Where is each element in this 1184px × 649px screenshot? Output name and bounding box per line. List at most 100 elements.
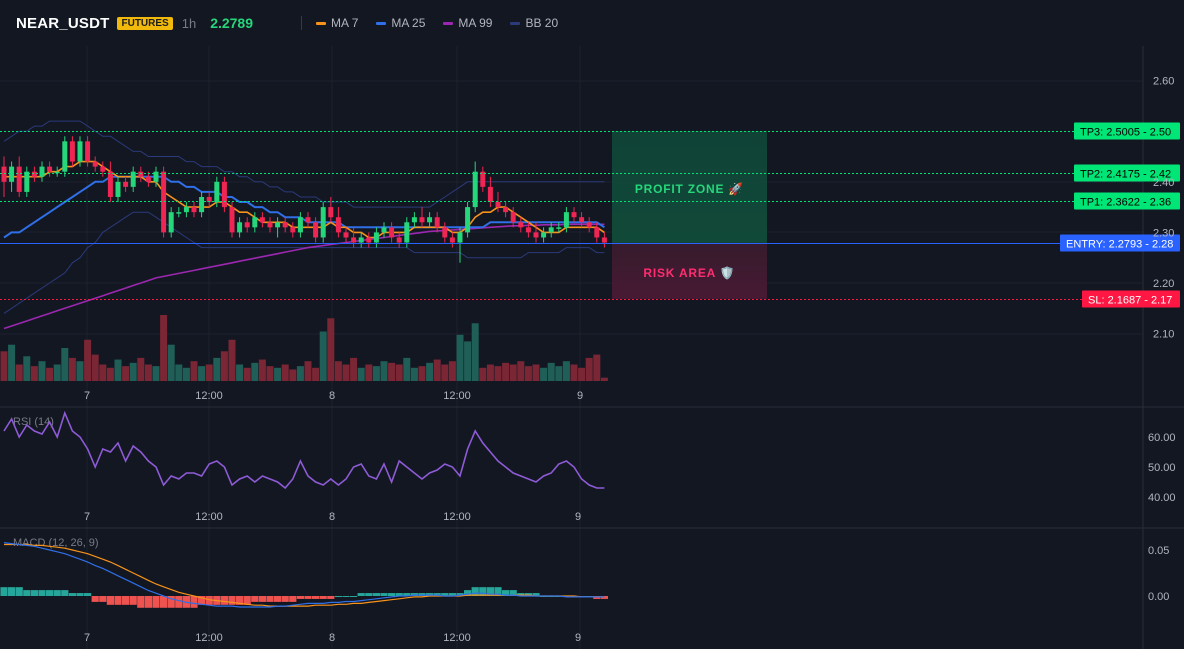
legend-ma99[interactable]: MA 99	[443, 16, 492, 30]
volume-bar	[456, 334, 464, 381]
macd-histogram-bar	[84, 593, 92, 596]
macd-tick-label: 0.00	[1148, 591, 1169, 603]
volume-bar	[471, 323, 479, 381]
macd-histogram-bar	[205, 596, 213, 605]
candle-body	[533, 232, 539, 238]
risk-zone[interactable]	[612, 242, 767, 299]
macd-histogram-bar	[220, 596, 228, 605]
tp3-price-label[interactable]	[1074, 122, 1180, 140]
candle-body	[297, 217, 303, 233]
volume-bar	[448, 361, 456, 381]
candle-body	[24, 171, 30, 192]
candle-body	[525, 227, 531, 233]
volume-bar	[38, 361, 46, 381]
candle-body	[328, 207, 334, 218]
volume-bar	[562, 361, 570, 381]
volume-bar	[600, 377, 608, 381]
profit-zone-label: PROFIT ZONE 🚀	[635, 182, 744, 196]
rsi-title[interactable]: RSI (14)	[13, 416, 54, 428]
rsi-tick-label: 60.00	[1148, 432, 1176, 444]
ma25-line	[3, 175, 605, 239]
candle-body	[571, 212, 577, 218]
candle-body	[16, 166, 22, 192]
volume-bar	[418, 366, 426, 381]
volume-bar	[357, 367, 365, 381]
volume-bar	[289, 369, 297, 381]
ma7-swatch	[316, 21, 327, 25]
candle-body	[594, 227, 600, 238]
volume-bar	[0, 351, 8, 381]
tp1-price-label[interactable]	[1074, 192, 1180, 210]
candle-body	[556, 227, 562, 229]
candle-body	[579, 217, 585, 223]
volume-bar	[23, 356, 31, 381]
tp2-price-label[interactable]	[1074, 164, 1180, 182]
macd-histogram-bar	[509, 590, 517, 596]
profit-zone[interactable]	[612, 130, 767, 243]
macd-histogram-bar	[464, 590, 472, 596]
volume-bar	[365, 364, 373, 381]
macd-histogram-bar	[0, 587, 8, 596]
macd-histogram-bar	[350, 596, 358, 597]
volume-bar	[486, 364, 494, 381]
entry-price-label[interactable]	[1060, 234, 1180, 252]
candle-body	[442, 227, 448, 238]
candle-body	[275, 222, 281, 228]
volume-bar	[395, 364, 403, 381]
volume-bar	[532, 364, 540, 381]
volume-bar	[213, 357, 221, 381]
time-axes: 7 12:00 8 12:00 9 7 12:00 8 12:00 9 7 12:00 8 12:00 9	[84, 390, 583, 644]
volume-bar	[15, 364, 23, 381]
volume-bar	[524, 366, 532, 381]
candle-body	[153, 171, 159, 182]
price-axis[interactable]: 2.60 2.40 2.30 2.20 2.10	[1153, 76, 1174, 341]
rsi-pane: 60.00 50.00 40.00	[3, 410, 1176, 504]
volume-bar	[53, 364, 61, 381]
volume-bar	[198, 366, 206, 381]
volume-bar	[372, 366, 380, 381]
time-tick-label: 12:00	[443, 511, 471, 523]
rsi-tick-label: 40.00	[1148, 492, 1176, 504]
macd-histogram-bar	[228, 596, 236, 605]
volume-bar	[144, 364, 152, 381]
legend-bb20[interactable]: BB 20	[510, 16, 558, 30]
candle-body	[39, 166, 45, 177]
macd-histogram-bar	[8, 587, 16, 596]
candle-body	[305, 217, 311, 223]
bb-upper-line	[3, 120, 605, 208]
volume-bar	[258, 359, 266, 381]
candle-body	[100, 166, 106, 172]
volume-bar	[91, 354, 99, 381]
volume-bar	[578, 367, 586, 381]
legend-ma7[interactable]: MA 7	[316, 16, 358, 30]
legend-ma25[interactable]: MA 25	[376, 16, 425, 30]
symbol-name[interactable]: NEAR_USDT	[16, 14, 110, 32]
volume-bar	[441, 364, 449, 381]
candle-body	[47, 166, 53, 172]
macd-histogram-bar	[46, 590, 54, 596]
volume-bar	[266, 366, 274, 381]
time-tick-label: 7	[84, 511, 90, 523]
candle-body	[320, 207, 326, 238]
macd-histogram-bar	[160, 596, 168, 608]
timeframe-selector[interactable]: 1h	[181, 15, 197, 31]
candle-body	[62, 141, 68, 172]
volume-bar	[114, 359, 122, 381]
legend-ma99-label: MA 99	[458, 16, 493, 30]
volume-bar	[319, 331, 327, 381]
sl-price-label[interactable]	[1082, 290, 1180, 308]
volume-bar	[555, 366, 563, 381]
candle-body	[229, 207, 235, 233]
candle-body	[351, 237, 357, 243]
candle-body	[161, 171, 167, 233]
candle-body	[419, 217, 425, 223]
volume-bar	[160, 315, 168, 381]
volume-bar	[509, 364, 517, 381]
macd-histogram-bar	[61, 590, 69, 596]
candle-body	[214, 181, 220, 203]
rsi-tick-label: 50.00	[1148, 462, 1176, 474]
macd-histogram-bar	[327, 596, 335, 599]
candle-body	[472, 171, 478, 208]
macd-histogram-bar	[296, 596, 304, 599]
